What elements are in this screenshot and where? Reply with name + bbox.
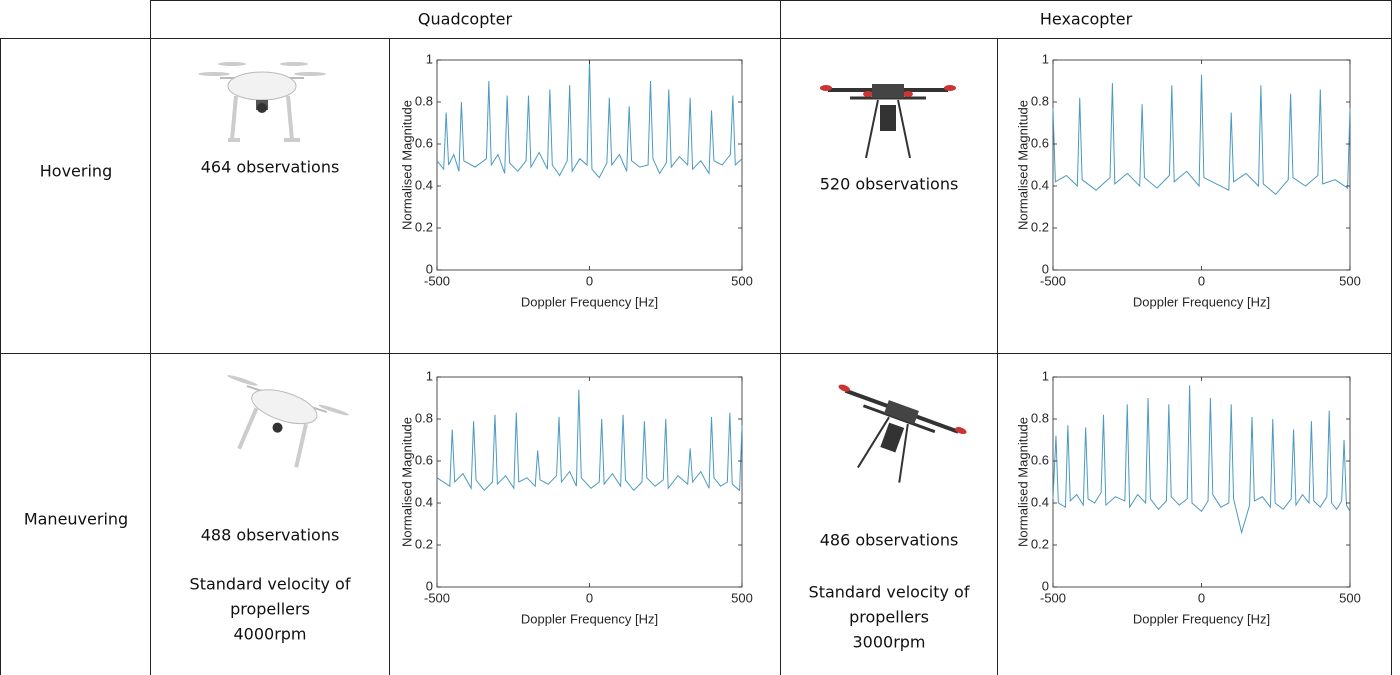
observations: 488 observations	[201, 526, 340, 545]
observations: 486 observations	[820, 531, 959, 550]
column-header: Quadcopter	[418, 10, 513, 29]
y-tick-label: 1	[426, 51, 433, 66]
y-tick-label: 0	[1042, 578, 1049, 593]
x-tick-label: 500	[731, 590, 753, 605]
x-tick-label: 0	[586, 273, 593, 288]
y-tick-label: 0.6	[415, 452, 433, 467]
note: Standard velocity of	[809, 583, 970, 602]
y-tick-label: 0.8	[1031, 93, 1049, 108]
row-label: Hovering	[40, 162, 112, 181]
y-axis-label: Normalised Magnitude	[399, 417, 414, 547]
quadcopter-image	[198, 62, 326, 142]
y-tick-label: 0	[426, 578, 433, 593]
y-tick-label: 0.2	[1031, 219, 1049, 234]
y-tick-label: 0.4	[1031, 494, 1049, 509]
y-tick-label: 0.8	[415, 93, 433, 108]
plot-area	[1052, 376, 1351, 588]
y-axis-label: Normalised Magnitude	[1015, 417, 1030, 547]
x-tick-label: 500	[731, 273, 753, 288]
plot-area	[436, 59, 743, 271]
y-tick-label: 1	[1042, 368, 1049, 383]
y-tick-label: 1	[426, 368, 433, 383]
x-tick-label: 500	[1339, 590, 1361, 605]
x-tick-label: 0	[1198, 273, 1205, 288]
x-tick-label: 500	[1339, 273, 1361, 288]
x-axis-label: Doppler Frequency [Hz]	[1133, 611, 1270, 626]
x-tick-label: 0	[586, 590, 593, 605]
row-label: Maneuvering	[24, 510, 128, 529]
observations: 520 observations	[820, 175, 959, 194]
y-tick-label: 0.4	[1031, 177, 1049, 192]
y-tick-label: 0.4	[415, 177, 433, 192]
y-axis-label: Normalised Magnitude	[399, 100, 414, 230]
x-tick-label: -500	[1040, 273, 1066, 288]
x-tick-label: -500	[424, 590, 450, 605]
x-tick-label: -500	[424, 273, 450, 288]
x-tick-label: 0	[1198, 590, 1205, 605]
note: propellers	[849, 608, 929, 627]
note: 3000rpm	[852, 633, 925, 652]
y-tick-label: 0.8	[415, 410, 433, 425]
y-axis-label: Normalised Magnitude	[1015, 100, 1030, 230]
y-tick-label: 0.6	[1031, 452, 1049, 467]
x-axis-label: Doppler Frequency [Hz]	[1133, 294, 1270, 309]
y-tick-label: 0.2	[1031, 536, 1049, 551]
hexacopter-image	[820, 84, 956, 159]
y-tick-label: 0	[426, 261, 433, 276]
note: Standard velocity of	[190, 575, 351, 594]
y-tick-label: 0.6	[1031, 135, 1049, 150]
spectrum-line	[436, 389, 743, 492]
y-tick-label: 0.2	[415, 219, 433, 234]
spectrum-line	[1052, 74, 1351, 196]
x-tick-label: -500	[1040, 590, 1066, 605]
y-tick-label: 1	[1042, 51, 1049, 66]
observations: 464 observations	[201, 158, 340, 177]
spectrum-line	[1052, 385, 1351, 535]
y-tick-label: 0.6	[415, 135, 433, 150]
note: 4000rpm	[233, 625, 306, 644]
y-tick-label: 0.8	[1031, 410, 1049, 425]
quadcopter-image	[227, 375, 349, 468]
column-header: Hexacopter	[1040, 10, 1133, 29]
y-tick-label: 0.2	[415, 536, 433, 551]
hexacopter-image	[838, 384, 967, 483]
note: propellers	[230, 600, 310, 619]
x-axis-label: Doppler Frequency [Hz]	[521, 294, 658, 309]
y-tick-label: 0	[1042, 261, 1049, 276]
x-axis-label: Doppler Frequency [Hz]	[521, 611, 658, 626]
plot-area	[436, 376, 743, 588]
y-tick-label: 0.4	[415, 494, 433, 509]
